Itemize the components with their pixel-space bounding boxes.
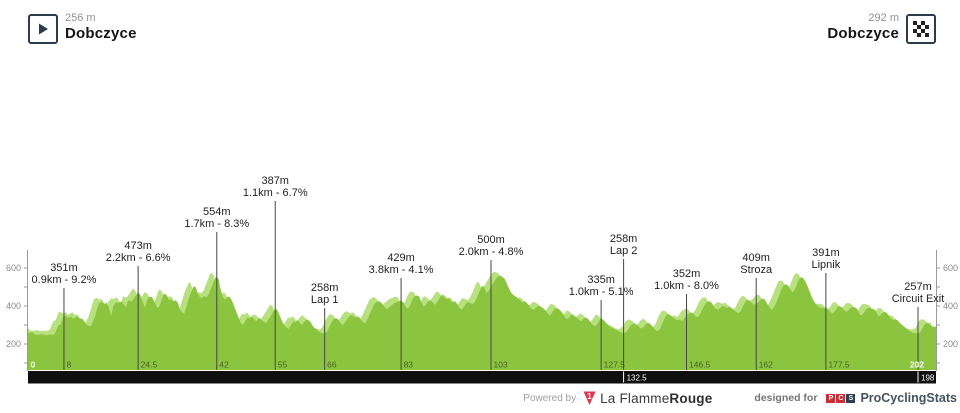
climb-marker-label: 473m 2.2km - 6.6% bbox=[106, 240, 171, 264]
start-play-icon bbox=[28, 14, 58, 44]
finish-header: 292 m Dobczyce bbox=[827, 12, 936, 44]
x-axis-tick-label: 162 bbox=[759, 360, 773, 370]
y-axis-label: 200 bbox=[943, 339, 958, 349]
x-axis-tick-label: 146.5 bbox=[689, 360, 711, 370]
climb-marker-label: 258m Lap 2 bbox=[610, 233, 638, 257]
x-axis-tick-label: 103 bbox=[493, 360, 507, 370]
y-axis-label: 600 bbox=[943, 263, 958, 273]
distance-bar bbox=[28, 371, 936, 384]
x-axis-tick-label: 83 bbox=[404, 360, 414, 370]
y-axis-label: 200 bbox=[6, 339, 21, 349]
climb-marker-label: 429m 3.8km - 4.1% bbox=[369, 252, 434, 276]
x-axis-tick-label: 55 bbox=[278, 360, 288, 370]
climb-marker-label: 387m 1.1km - 6.7% bbox=[243, 175, 308, 199]
lfr-wordmark: La FlammeRouge bbox=[600, 390, 713, 406]
pcs-letter-s: S bbox=[846, 393, 856, 403]
designed-for-label: designed for bbox=[754, 392, 818, 404]
x-axis-tick-label: 127.5 bbox=[604, 360, 626, 370]
finish-elevation: 292 m bbox=[868, 12, 899, 24]
climb-marker-label: 351m 0.9km - 9.2% bbox=[32, 262, 97, 286]
climb-marker-label: 352m 1.0km - 8.0% bbox=[654, 268, 719, 292]
start-header: 256 m Dobczyce bbox=[28, 12, 137, 44]
y-axis-label: 400 bbox=[943, 301, 958, 311]
pcs-letter-c: C bbox=[836, 393, 846, 403]
climb-marker-label: 335m 1.0km - 5.1% bbox=[569, 274, 634, 298]
y-axis-label: 400 bbox=[6, 301, 21, 311]
climb-marker-label: 409m Stroza bbox=[740, 252, 773, 276]
pcs-logo-icon: P C S bbox=[826, 393, 856, 403]
climb-marker-label: 258m Lap 1 bbox=[311, 282, 339, 306]
svg-text:1: 1 bbox=[587, 391, 592, 400]
climb-marker-label: 257m Circuit Exit bbox=[892, 281, 945, 305]
x-axis-tick-label: 42 bbox=[219, 360, 229, 370]
y-axis-label: 600 bbox=[6, 263, 21, 273]
finish-town: Dobczyce bbox=[827, 24, 899, 42]
climb-marker-label: 500m 2.0km - 4.8% bbox=[459, 234, 524, 258]
procyclingstats-link[interactable]: ProCyclingStats bbox=[860, 391, 957, 405]
la-flamme-rouge-link[interactable]: 1 La FlammeRouge bbox=[583, 391, 712, 406]
lfr-flag-icon: 1 bbox=[583, 391, 596, 405]
pcs-letter-p: P bbox=[826, 393, 836, 403]
start-town: Dobczyce bbox=[65, 24, 137, 42]
climb-marker-label: 391m Lipnik bbox=[811, 247, 840, 271]
bar-tick-label: 198 bbox=[921, 374, 935, 383]
x-axis-tick-label: 202 bbox=[910, 360, 924, 370]
x-axis-tick-label: 8 bbox=[66, 360, 71, 370]
climb-marker-label: 554m 1.7km - 8.3% bbox=[184, 206, 249, 230]
start-elevation: 256 m bbox=[65, 12, 96, 24]
bar-tick-label: 132.5 bbox=[627, 374, 648, 383]
finish-flag-icon bbox=[906, 14, 936, 44]
x-axis-tick-label: 24.5 bbox=[141, 360, 158, 370]
profile-area bbox=[28, 275, 936, 370]
credits-footer: Powered by 1 La FlammeRouge designed for… bbox=[523, 388, 957, 408]
x-axis-tick-label: 177.5 bbox=[828, 360, 850, 370]
x-axis-tick-label: 66 bbox=[327, 360, 337, 370]
x-axis-tick-label: 0 bbox=[31, 360, 36, 370]
powered-by-label: Powered by bbox=[523, 392, 577, 404]
